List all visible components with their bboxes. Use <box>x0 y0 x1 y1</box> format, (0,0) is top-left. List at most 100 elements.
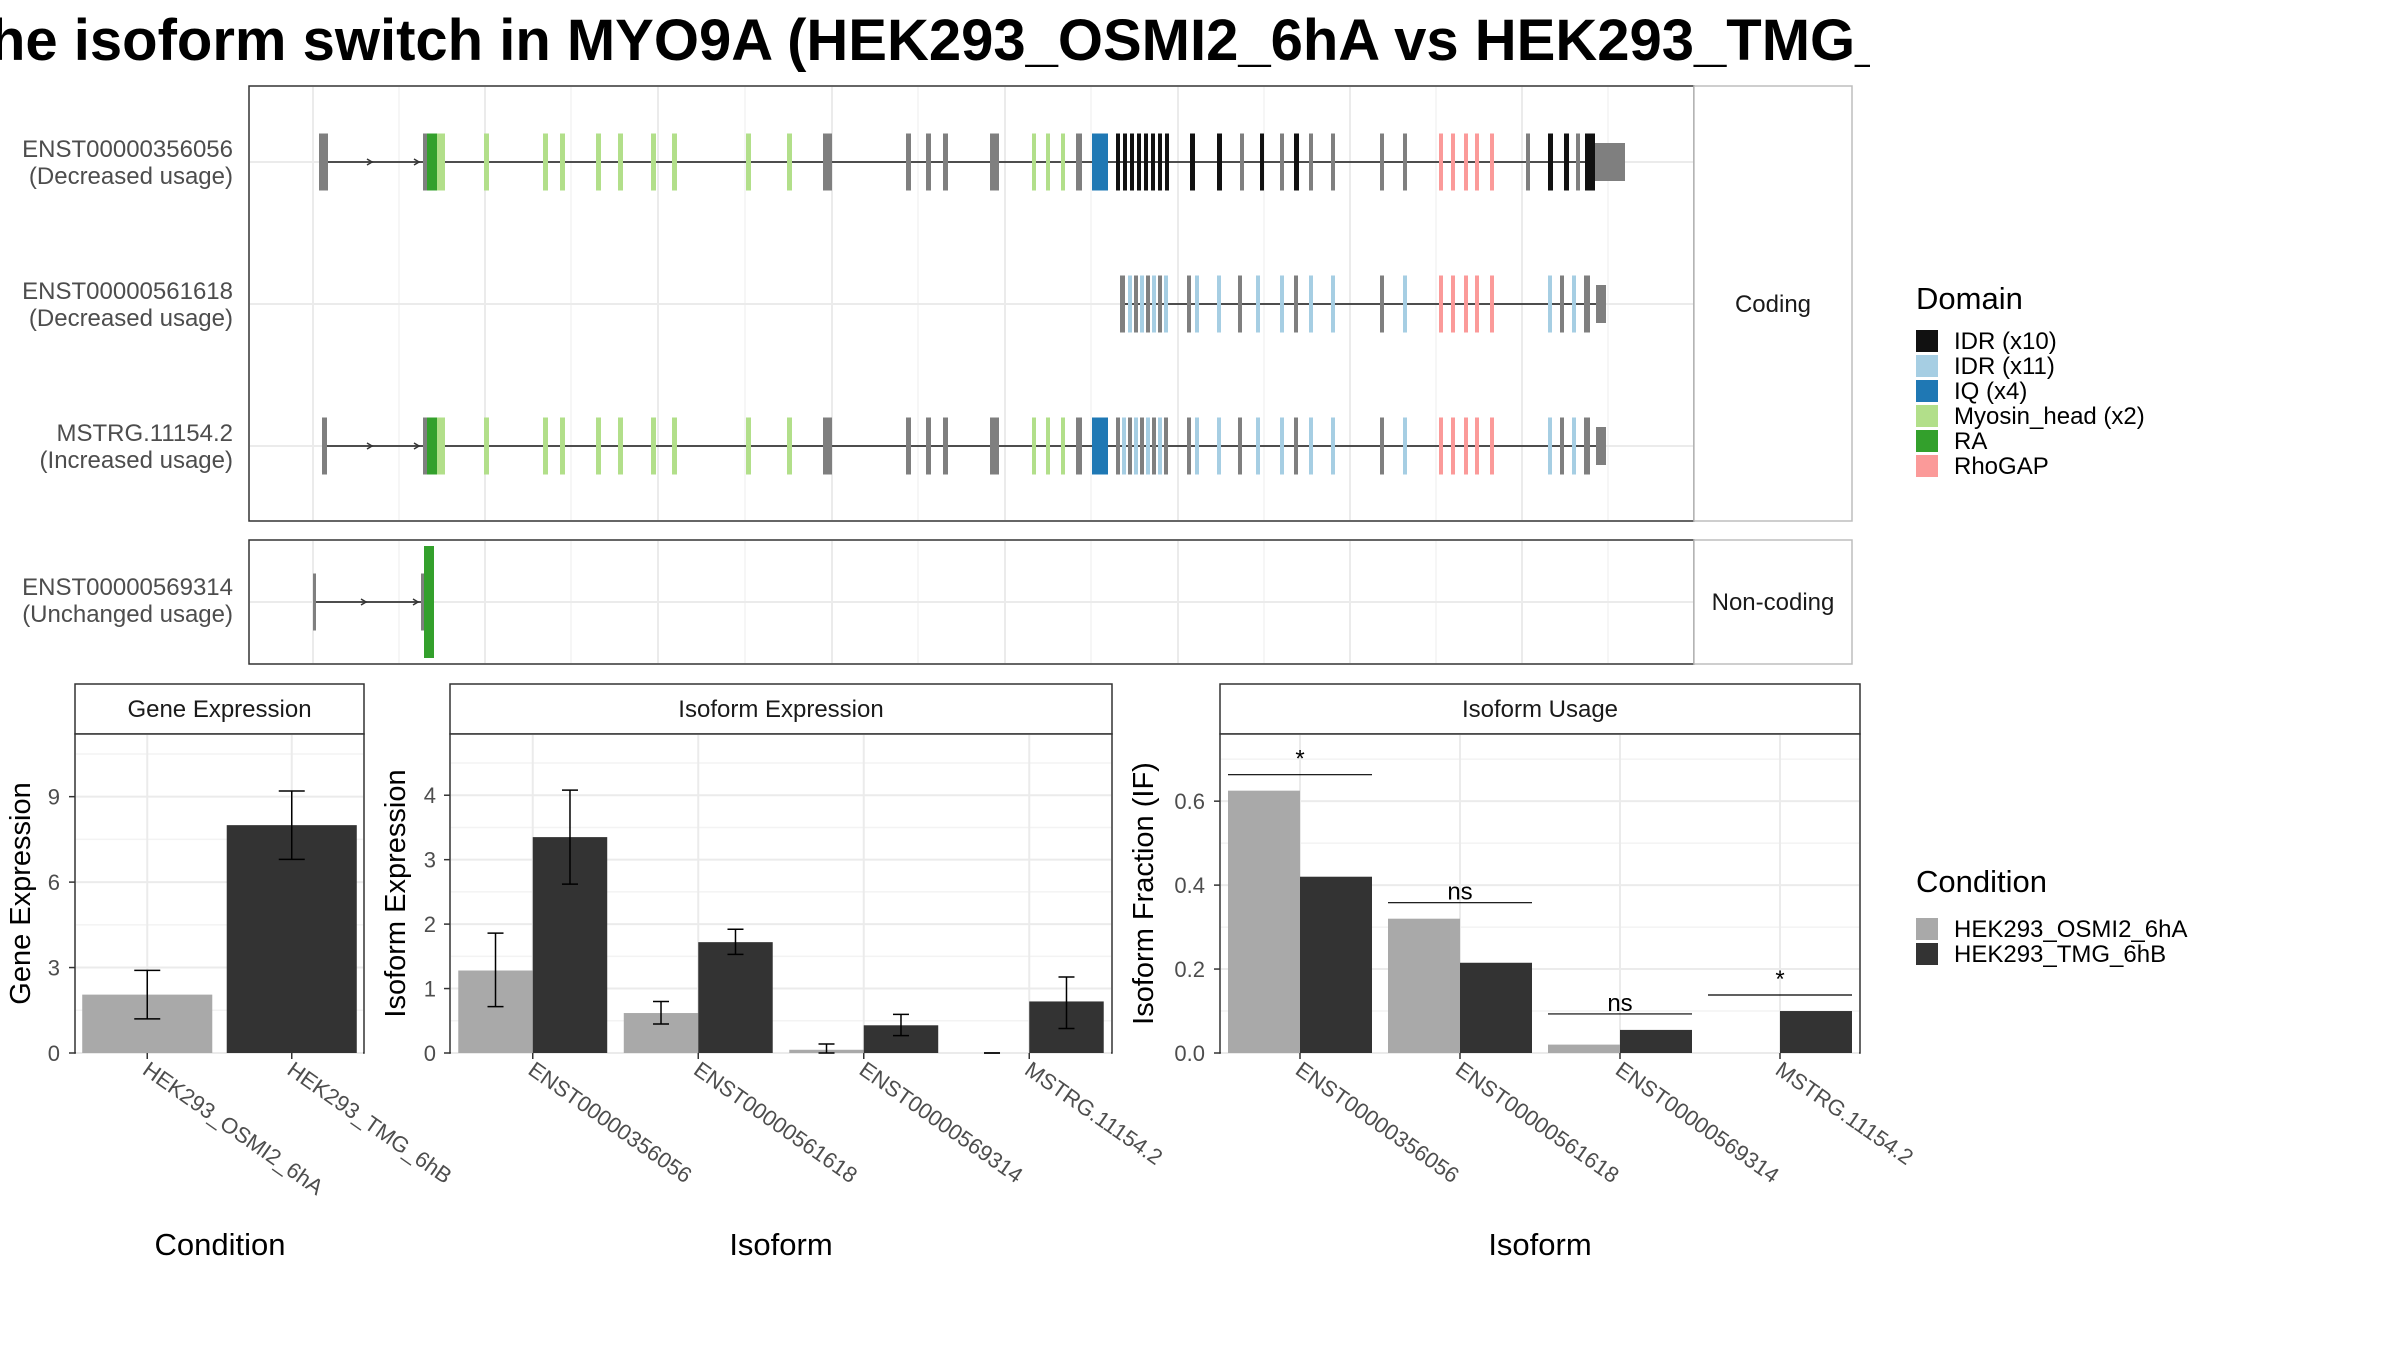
exon <box>1061 417 1065 475</box>
exon <box>1158 275 1162 333</box>
exon <box>424 546 434 658</box>
panel-strip <box>1219 683 1861 735</box>
x-tick-label: MSTRG.11154.2 <box>1020 1057 1167 1170</box>
legend-swatch <box>1916 943 1938 965</box>
legend-label: IDR (x10) <box>1954 328 2057 355</box>
exon <box>994 133 999 191</box>
exon <box>1309 275 1313 333</box>
coding-strip <box>1693 85 1853 522</box>
exon <box>1240 133 1244 191</box>
exon <box>1158 133 1162 191</box>
y-tick-label: 4 <box>424 783 436 808</box>
domain-legend: Domain IDR (x10)IDR (x11)IQ (x4)Myosin_h… <box>1916 281 2145 480</box>
exon <box>1134 275 1138 333</box>
exon <box>437 417 445 475</box>
y-tick-label: 3 <box>424 848 436 873</box>
significance-label: * <box>1295 746 1304 773</box>
legend-swatch <box>1916 380 1938 402</box>
exon <box>1451 275 1455 333</box>
exon <box>1464 417 1468 475</box>
exon <box>437 133 445 191</box>
exon <box>1165 133 1169 191</box>
noncoding-gridlines <box>250 541 1693 663</box>
exon <box>943 133 948 191</box>
exon <box>1046 133 1050 191</box>
exon <box>906 133 911 191</box>
x-axis-label: Isoform <box>729 1227 832 1262</box>
exon <box>906 417 911 475</box>
y-tick-label: 0.6 <box>1174 789 1205 814</box>
strand-arrow <box>366 442 374 450</box>
tx-label-usage: (Decreased usage) <box>29 305 233 332</box>
exon <box>672 133 677 191</box>
exon <box>543 133 548 191</box>
x-tick-label: MSTRG.11154.2 <box>1771 1057 1918 1170</box>
bar <box>1300 876 1372 1053</box>
exon <box>1120 275 1125 333</box>
exon <box>1309 417 1313 475</box>
tx-label-id: ENST00000356056 <box>22 136 233 163</box>
exon <box>1152 275 1156 333</box>
legend-swatch <box>1916 430 1938 452</box>
exon <box>1116 133 1120 191</box>
exon <box>1046 417 1050 475</box>
y-tick-label: 1 <box>424 977 436 1002</box>
significance-label: ns <box>1447 879 1472 906</box>
exon <box>1164 417 1168 475</box>
exon <box>1164 275 1168 333</box>
exon <box>1076 133 1082 191</box>
exon <box>651 417 656 475</box>
exon <box>1130 133 1134 191</box>
exon <box>994 417 999 475</box>
bar <box>1460 962 1532 1053</box>
exon <box>618 133 623 191</box>
exon <box>1190 133 1195 191</box>
tx-label-usage: (Decreased usage) <box>29 163 233 190</box>
exon <box>990 133 996 191</box>
exon <box>313 573 316 631</box>
exon <box>1576 133 1580 191</box>
strand-arrow <box>366 158 374 166</box>
exon <box>672 417 677 475</box>
exon <box>1294 275 1298 333</box>
chart-panel: Isoform Expression01234ENST00000356056EN… <box>380 683 1167 1262</box>
exon <box>1439 417 1443 475</box>
x-tick-label: ENST00000561618 <box>689 1057 862 1188</box>
panel-title: Isoform Expression <box>678 696 883 723</box>
exon <box>926 133 931 191</box>
bar <box>698 942 773 1053</box>
exon <box>1380 417 1384 475</box>
noncoding-panel: Non-coding <box>248 539 1853 665</box>
legend-swatch <box>1916 330 1938 352</box>
exon <box>1475 275 1479 333</box>
transcript-row <box>322 417 1606 475</box>
exon <box>1128 417 1132 475</box>
tx-label-usage: (Increased usage) <box>40 447 233 474</box>
exon <box>827 133 832 191</box>
exon <box>1380 133 1384 191</box>
exon <box>1195 275 1199 333</box>
noncoding-strip <box>1693 539 1853 665</box>
panel-strip <box>74 683 365 735</box>
exon <box>1439 133 1443 191</box>
exon <box>1116 417 1120 475</box>
x-tick-label: ENST00000569314 <box>1611 1057 1784 1188</box>
legend-label: RA <box>1954 428 1987 455</box>
legend-swatch <box>1916 405 1938 427</box>
exon <box>1217 417 1221 475</box>
y-tick-label: 0.4 <box>1174 873 1205 898</box>
noncoding-strip-label: Non-coding <box>1712 589 1835 616</box>
exon <box>1280 275 1284 333</box>
exon <box>1596 285 1606 323</box>
exon <box>1595 143 1625 181</box>
bar <box>1548 1044 1620 1053</box>
exon <box>1403 133 1407 191</box>
exon <box>1596 427 1606 465</box>
exon <box>1146 417 1150 475</box>
strand-arrow <box>412 598 420 606</box>
exon <box>1128 275 1132 333</box>
strand-arrow <box>360 598 368 606</box>
exon <box>1123 133 1127 191</box>
legend-label: IQ (x4) <box>1954 378 2027 405</box>
bar <box>1620 1029 1692 1053</box>
